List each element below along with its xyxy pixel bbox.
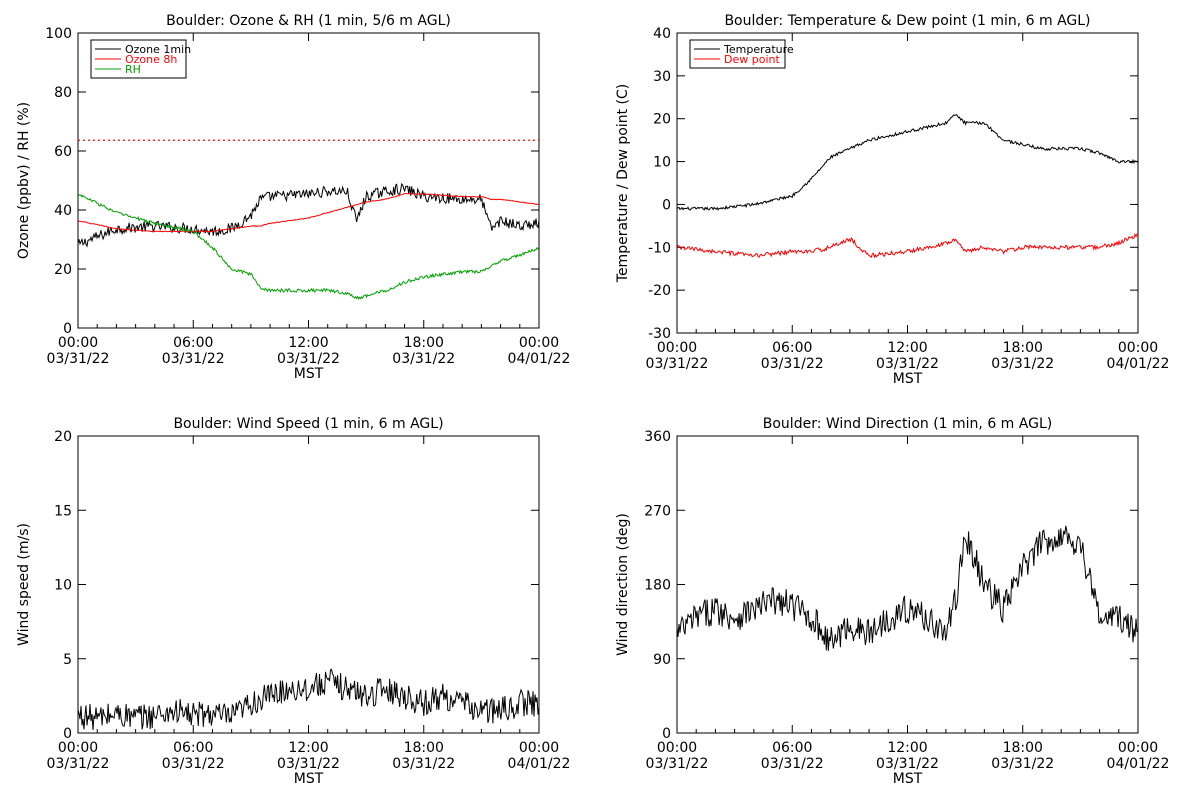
- y-tick-label: 20: [54, 429, 72, 445]
- x-tick-label-date: 03/31/22: [991, 356, 1054, 372]
- y-tick-label: 90: [653, 652, 671, 668]
- x-tick-label-time: 12:00: [288, 740, 328, 756]
- legend-label: RH: [125, 63, 141, 76]
- y-tick-label: 180: [644, 578, 671, 594]
- x-tick-label-date: 03/31/22: [876, 356, 939, 372]
- y-tick-label: 20: [54, 262, 72, 278]
- series-line-rh: [78, 193, 539, 301]
- series-line-main: [78, 668, 539, 731]
- y-tick-label: 20: [653, 112, 671, 128]
- x-tick-label-date: 03/31/22: [392, 756, 455, 772]
- y-axis-label: Ozone (ppbv) / RH (%): [16, 102, 32, 259]
- y-tick-label: 80: [54, 85, 72, 101]
- y-tick-label: -20: [648, 283, 671, 299]
- x-tick-label-time: 00:00: [657, 340, 697, 356]
- chart-title: Boulder: Ozone & RH (1 min, 5/6 m AGL): [166, 13, 451, 29]
- series-line-main: [677, 525, 1138, 651]
- chart-wind-direction: Boulder: Wind Direction (1 min, 6 m AGL)…: [615, 416, 1169, 787]
- plot-frame: [77, 435, 540, 734]
- x-tick-label-date: 03/31/22: [162, 756, 225, 772]
- x-tick-label-time: 06:00: [173, 740, 213, 756]
- x-tick-label-date: 03/31/22: [761, 756, 824, 772]
- x-tick-label-time: 12:00: [887, 740, 927, 756]
- y-tick-label: 0: [63, 321, 72, 337]
- y-tick-label: 360: [644, 429, 671, 445]
- x-tick-label-time: 06:00: [772, 340, 812, 356]
- legend-label: Dew point: [724, 53, 780, 66]
- x-tick-label-date: 03/31/22: [162, 351, 225, 367]
- y-tick-label: 60: [54, 144, 72, 160]
- x-tick-label-date: 03/31/22: [991, 756, 1054, 772]
- y-tick-label: 10: [54, 578, 72, 594]
- x-tick-label-date: 04/01/22: [508, 756, 571, 772]
- x-axis-label: MST: [294, 771, 324, 787]
- x-tick-label-date: 04/01/22: [1107, 356, 1170, 372]
- y-tick-label: 15: [54, 503, 72, 519]
- y-tick-label: 0: [63, 726, 72, 742]
- y-tick-label: 0: [662, 197, 671, 213]
- y-axis-label: Wind speed (m/s): [16, 523, 32, 646]
- y-tick-label: 40: [54, 203, 72, 219]
- x-tick-label-date: 03/31/22: [646, 756, 709, 772]
- series-line-ozone-8h: [78, 192, 539, 233]
- plot-frame: [676, 435, 1139, 734]
- y-tick-label: 40: [653, 26, 671, 42]
- x-axis-label: MST: [294, 366, 324, 382]
- chart-title: Boulder: Wind Direction (1 min, 6 m AGL): [763, 416, 1052, 432]
- y-tick-label: -30: [648, 326, 671, 342]
- x-tick-label-time: 12:00: [288, 335, 328, 351]
- x-axis-label: MST: [893, 371, 923, 387]
- chart-title: Boulder: Wind Speed (1 min, 6 m AGL): [173, 416, 443, 432]
- x-tick-label-date: 03/31/22: [876, 756, 939, 772]
- x-tick-label-date: 03/31/22: [47, 351, 110, 367]
- x-tick-label-date: 03/31/22: [646, 356, 709, 372]
- x-axis-label: MST: [893, 771, 923, 787]
- y-tick-label: 5: [63, 652, 72, 668]
- legend-label: Ozone 8h: [125, 53, 177, 66]
- x-tick-label-time: 00:00: [657, 740, 697, 756]
- x-tick-label-time: 00:00: [1118, 340, 1158, 356]
- y-tick-label: 0: [662, 726, 671, 742]
- x-tick-label-time: 18:00: [1003, 340, 1043, 356]
- x-tick-label-time: 18:00: [1003, 740, 1043, 756]
- x-tick-label-time: 00:00: [58, 335, 98, 351]
- series-line-ozone-1min: [78, 182, 539, 248]
- legend-label: Temperature: [723, 43, 794, 56]
- y-axis-label: Temperature / Dew point (C): [615, 84, 631, 283]
- x-tick-label-date: 03/31/22: [47, 756, 110, 772]
- x-tick-label-time: 00:00: [519, 740, 559, 756]
- chart-wind-speed: Boulder: Wind Speed (1 min, 6 m AGL) 0 5 10…: [16, 416, 570, 787]
- y-tick-label: 10: [653, 155, 671, 171]
- legend-label: Ozone 1min: [125, 43, 191, 56]
- x-tick-label-time: 00:00: [1118, 740, 1158, 756]
- x-tick-label-date: 03/31/22: [277, 351, 340, 367]
- series-line-dew-point: [677, 232, 1138, 259]
- y-tick-label: 100: [45, 26, 72, 42]
- y-tick-label: 270: [644, 503, 671, 519]
- legend: [689, 39, 786, 69]
- x-tick-label-date: 03/31/22: [392, 351, 455, 367]
- x-tick-label-time: 12:00: [887, 340, 927, 356]
- plot-frame: [676, 32, 1139, 334]
- x-tick-label-time: 06:00: [173, 335, 213, 351]
- chart-title: Boulder: Temperature & Dew point (1 min,…: [724, 13, 1090, 29]
- x-tick-label-time: 18:00: [404, 335, 444, 351]
- x-tick-label-time: 06:00: [772, 740, 812, 756]
- x-tick-label-date: 03/31/22: [761, 356, 824, 372]
- x-tick-label-date: 04/01/22: [1107, 756, 1170, 772]
- x-tick-label-date: 03/31/22: [277, 756, 340, 772]
- y-tick-label: 30: [653, 69, 671, 85]
- x-tick-label-time: 00:00: [519, 335, 559, 351]
- x-tick-label-date: 04/01/22: [508, 351, 571, 367]
- x-tick-label-time: 18:00: [404, 740, 444, 756]
- y-tick-label: -10: [648, 240, 671, 256]
- chart-ozone-rh: Boulder: Ozone & RH (1 min, 5/6 m AGL) 0 2…: [16, 13, 570, 382]
- chart-temp-dew: Boulder: Temperature & Dew point (1 min,…: [615, 13, 1169, 387]
- series-line-temperature: [677, 114, 1138, 211]
- y-axis-label: Wind direction (deg): [615, 513, 631, 656]
- x-tick-label-time: 00:00: [58, 740, 98, 756]
